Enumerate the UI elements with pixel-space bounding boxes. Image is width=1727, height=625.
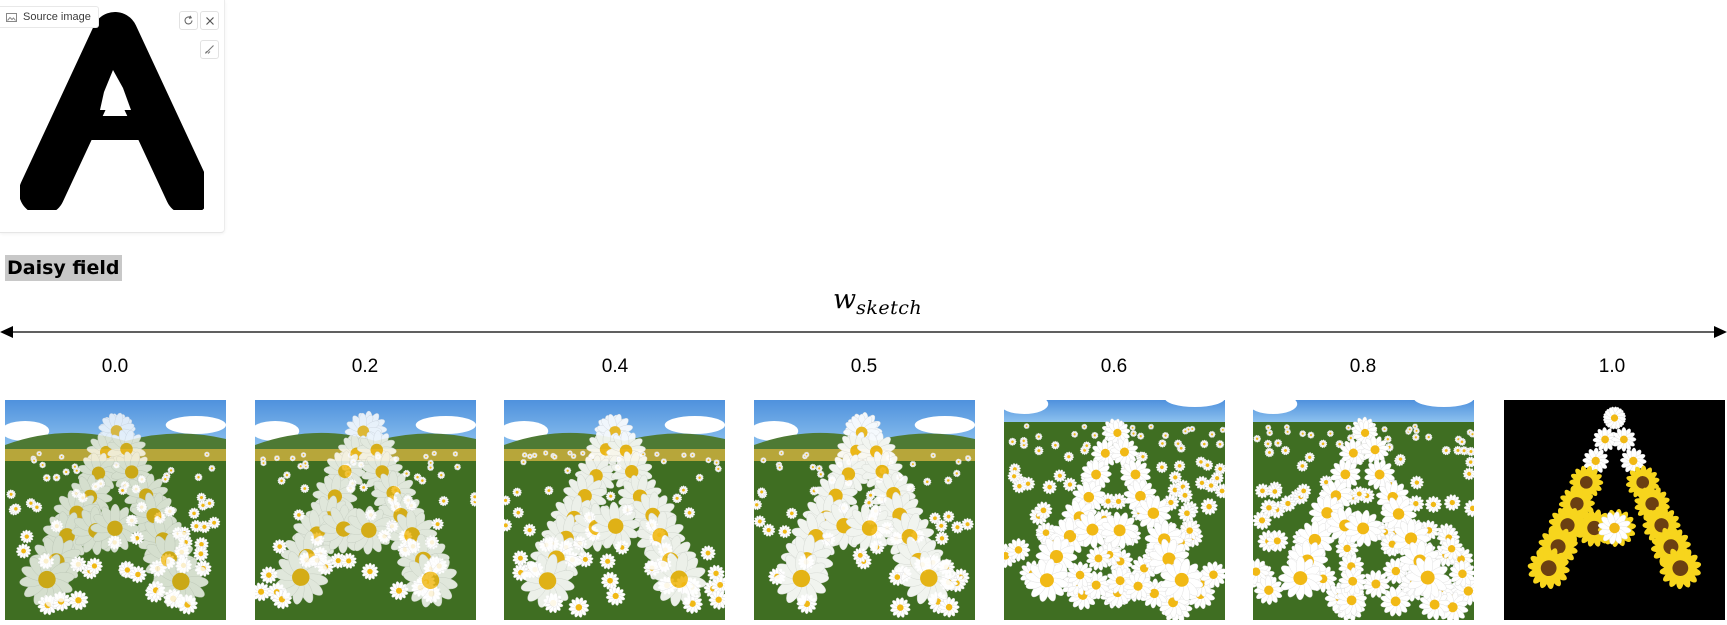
refresh-icon[interactable] [179, 11, 198, 30]
result-image-1-0 [1504, 400, 1725, 620]
weight-label-0-5: 0.5 [850, 356, 878, 377]
weight-label-0-2: 0.2 [351, 356, 379, 377]
close-icon[interactable] [200, 11, 219, 30]
weight-label-1-0: 1.0 [1598, 356, 1626, 377]
result-image-0-2 [255, 400, 476, 620]
source-image-panel[interactable]: Source image [0, 0, 225, 233]
prompt-label: Daisy field [5, 255, 122, 281]
source-image-label: Source image [0, 6, 99, 28]
image-icon [6, 12, 17, 23]
source-image-label-text: Source image [23, 11, 91, 23]
weight-label-0-4: 0.4 [601, 356, 629, 377]
axis-title: wsketch [833, 284, 923, 319]
brush-icon[interactable] [200, 40, 219, 59]
result-image-0-5 [754, 400, 975, 620]
weight-label-0-0: 0.0 [101, 356, 129, 377]
result-image-0-6 [1004, 400, 1225, 620]
weight-axis-arrow [0, 326, 1727, 338]
result-image-0-4 [504, 400, 725, 620]
sketch-letter-a [20, 12, 204, 210]
weight-label-0-8: 0.8 [1349, 356, 1377, 377]
result-image-0-8 [1253, 400, 1474, 620]
weight-label-0-6: 0.6 [1100, 356, 1128, 377]
result-image-0-0 [5, 400, 226, 620]
